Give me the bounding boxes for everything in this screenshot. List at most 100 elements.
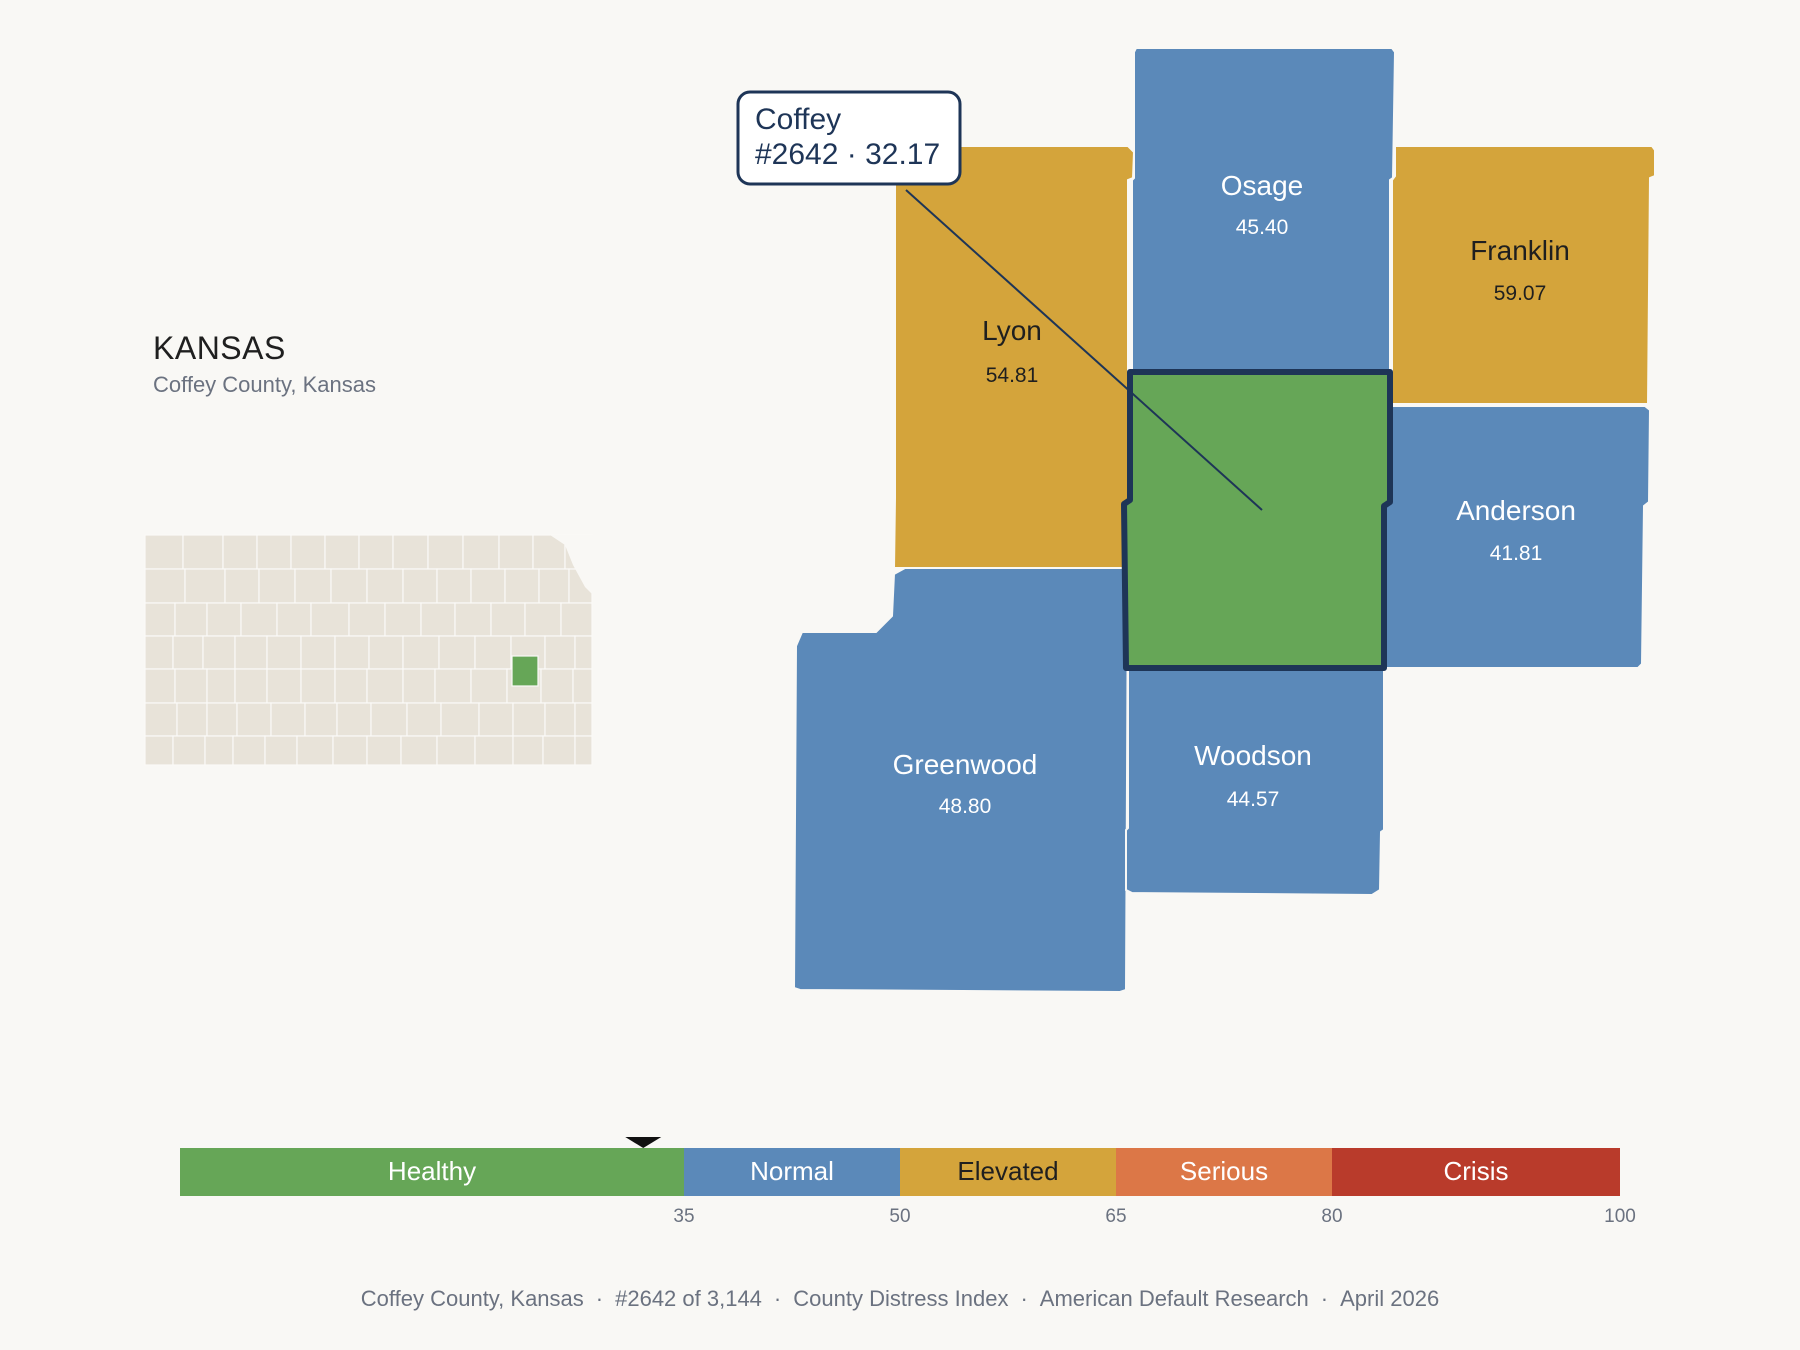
inset-county [330,568,368,604]
county-coffey-highlighted[interactable] [1121,369,1393,671]
county-score-osage: 45.40 [1236,216,1289,239]
inset-county [560,602,593,637]
scale-tick-label: 100 [1604,1206,1636,1227]
scale-tick-label: 50 [889,1206,910,1227]
inset-county [144,568,186,604]
scale-band-label: Normal [750,1156,834,1186]
inset-county [504,568,540,604]
scale-band-crisis [1332,1148,1620,1196]
inset-county [276,602,312,637]
inset-county [332,735,368,766]
state-inset-map [144,534,595,766]
inset-county [202,635,236,670]
inset-county [144,702,178,737]
inset-county [294,568,332,604]
county-score-woodson: 44.57 [1227,788,1280,811]
footer-separator: · [773,1286,782,1311]
inset-county [434,668,472,704]
inset-county [182,534,224,570]
footer-caption: Coffey County, Kansas · #2642 of 3,144 · Cou… [0,1286,1800,1312]
inset-county [232,735,266,766]
county-woodson[interactable] [1125,667,1385,897]
inset-county [176,702,208,737]
scale-band-healthy [180,1148,684,1196]
county-greenwood[interactable] [792,567,1130,994]
footer-county: Coffey County, Kansas [360,1286,584,1311]
inset-county [290,534,326,570]
inset-county [498,534,534,570]
county-score-franklin: 59.07 [1494,282,1547,305]
inset-county [512,735,544,766]
county-label-osage: Osage 45.40 [1221,170,1304,239]
inset-county [266,668,302,704]
state-subtitle: Coffey County, Kansas [153,372,376,397]
inset-county [462,534,500,570]
inset-county [144,602,176,637]
inset-county [184,568,226,604]
distress-scale-legend: Healthy Normal Elevated Serious Crisis 35 50 65… [180,1137,1636,1227]
inset-county [440,702,480,737]
inset-county [224,568,260,604]
inset-county [436,735,476,766]
county-franklin[interactable] [1391,145,1656,405]
inset-county [392,534,429,570]
county-label-anderson: Anderson 41.81 [1456,495,1576,565]
scale-band-serious [1116,1148,1332,1196]
county-name-osage: Osage [1221,170,1304,201]
county-osage[interactable] [1131,47,1397,373]
inset-county-highlight [511,655,539,687]
inset-county [406,702,442,737]
county-lyon[interactable] [892,145,1136,569]
inset-county [400,735,438,766]
county-label-lyon: Lyon 54.81 [982,315,1042,387]
inset-county [258,568,296,604]
inset-county [544,635,576,670]
inset-county [144,635,174,670]
inset-county [264,735,298,766]
scale-band-label: Healthy [388,1156,476,1186]
inset-county [144,668,176,704]
inset-county [524,602,562,637]
inset-county [384,602,422,637]
footer-separator: · [1320,1286,1329,1311]
inset-county [204,735,234,766]
inset-county [470,668,508,704]
inset-county [206,668,236,704]
inset-county [240,602,278,637]
callout-county-name: Coffey [755,103,841,136]
scale-marker-pointer [625,1137,662,1148]
inset-county [234,668,268,704]
inset-county [144,534,184,570]
inset-county [402,568,438,604]
inset-county [542,735,576,766]
scale-band-label: Crisis [1444,1156,1509,1186]
inset-county [348,602,386,637]
inset-county [512,702,546,737]
county-anderson[interactable] [1383,405,1652,669]
county-label-franklin: Franklin 59.07 [1470,235,1570,305]
inset-county [358,534,394,570]
inset-county [270,702,306,737]
inset-county [300,635,336,670]
inset-county [544,702,576,737]
inset-county [370,702,408,737]
inset-county [574,702,593,737]
inset-county [334,668,368,704]
inset-county [256,534,292,570]
inset-county [454,602,492,637]
footer-org: American Default Research [1039,1286,1309,1311]
inset-county [574,635,593,670]
county-score-lyon: 54.81 [986,364,1039,387]
scale-band-elevated [900,1148,1116,1196]
inset-county [366,568,404,604]
inset-county [438,635,476,670]
scale-band-normal [684,1148,900,1196]
inset-county [474,735,514,766]
inset-county [174,668,208,704]
county-score-greenwood: 48.80 [939,795,992,818]
inset-county [172,735,206,766]
inset-county [402,635,440,670]
inset-county [266,635,302,670]
inset-county [420,602,456,637]
